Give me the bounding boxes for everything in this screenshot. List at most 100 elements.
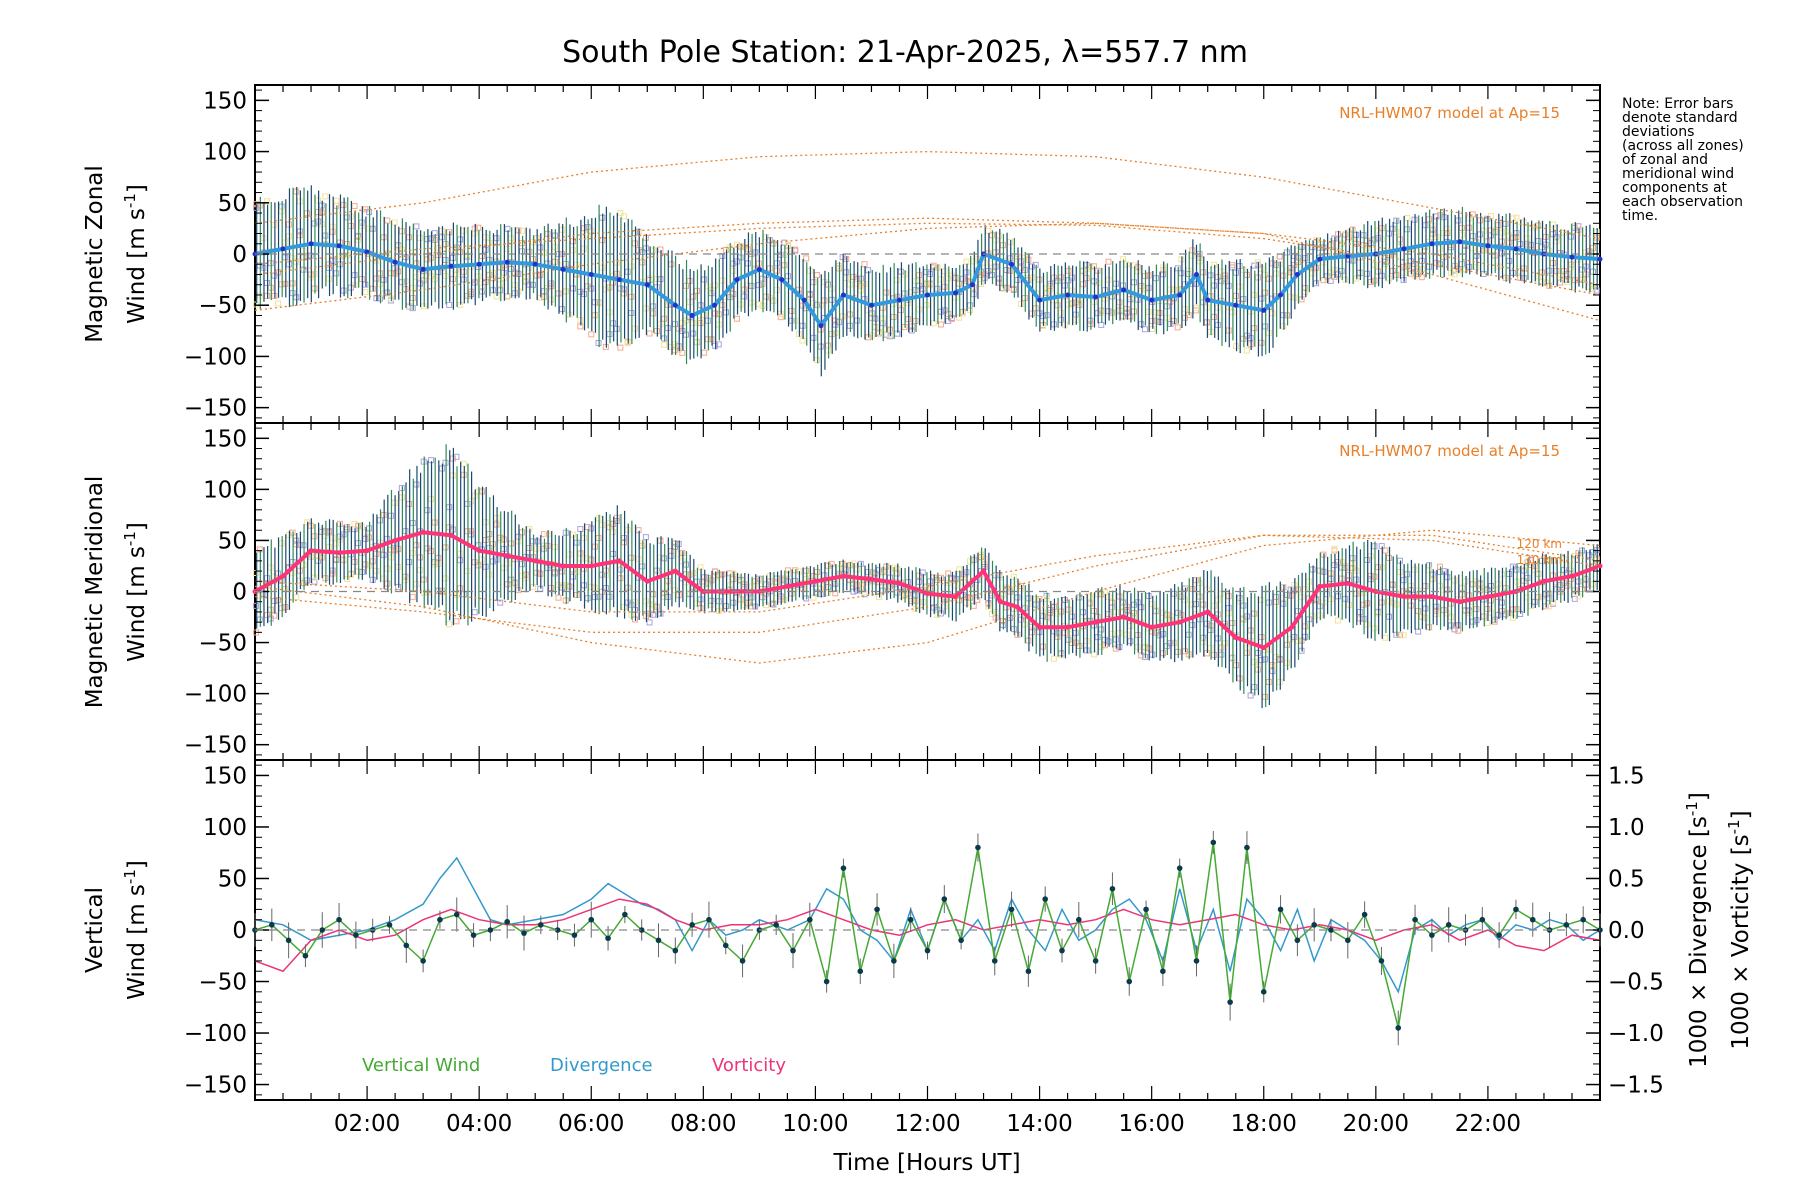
vertical-wind-point (1244, 844, 1250, 851)
zone-wind-point (333, 197, 340, 204)
zone-wind-point (642, 534, 649, 541)
vertical-wind-point (1395, 1025, 1402, 1031)
vertical-wind-point (538, 922, 544, 928)
divergence-ylabel-unit: 1000 × Divergence [s (1686, 816, 1712, 1068)
note-line: denote standard (1622, 110, 1738, 126)
model-alt-label-130: 130 km (1517, 553, 1562, 567)
hwm07-model-curve (254, 217, 1601, 322)
y2-tick-label: −1.5 (1608, 1073, 1664, 1099)
zone-wind-point (1276, 253, 1283, 260)
vertical-wind-point (739, 958, 746, 964)
x-tick-label: 14:00 (1006, 1111, 1072, 1137)
legend-vorticity: Vorticity (712, 1055, 786, 1076)
y-tick-label: 150 (203, 88, 247, 114)
zone-wind-point (351, 520, 358, 527)
mean-wind-point (1177, 292, 1183, 298)
vertical-wind-point (1260, 989, 1267, 995)
hwm07-model-curve (254, 534, 1601, 613)
vertical-wind-point (1008, 906, 1015, 913)
mean-wind-point (1513, 246, 1519, 252)
y-tick-label: 50 (218, 528, 247, 554)
meridional-ylabel-line2: Wind [m s-1] (121, 522, 150, 662)
mean-wind-point (616, 558, 622, 564)
note-line: time. (1622, 208, 1658, 224)
mean-wind-point (364, 249, 370, 255)
vertical-ylabel-line1: Vertical (82, 887, 108, 973)
vertical-wind-point (706, 916, 712, 923)
vertical-wind-point (554, 927, 561, 933)
zone-wind-point (588, 331, 595, 338)
meridional-ylabel-line1: Magnetic Meridional (82, 476, 108, 709)
zone-wind-point (1141, 326, 1148, 333)
zone-wind-point (384, 217, 391, 224)
zone-wind-point (1455, 627, 1462, 634)
mean-wind-point (560, 563, 566, 569)
vertical-wind-point (924, 947, 931, 954)
vertical-wind-point (1109, 885, 1116, 892)
mean-wind-point (280, 573, 286, 579)
mean-wind-point (812, 578, 818, 584)
zone-wind-point (930, 320, 937, 327)
zone-wind-point (577, 526, 584, 533)
meridional-ylabel-close: ] (124, 522, 150, 531)
mean-wind-point (1401, 594, 1407, 600)
vertical-wind-point (1193, 958, 1200, 964)
mean-wind-point (616, 277, 622, 283)
zonal-ylabel-line1: Magnetic Zonal (82, 165, 108, 343)
mean-wind-point (801, 297, 807, 303)
mean-wind-point (448, 263, 454, 269)
vertical-wind-point (1059, 947, 1065, 954)
zone-wind-point (1331, 547, 1338, 554)
vertical-ylabel-line2: Wind [m s-1] (121, 860, 150, 1000)
vertical-wind-point (672, 947, 679, 954)
mean-wind-point (1345, 253, 1351, 259)
mean-wind-point (868, 302, 874, 308)
vorticity-ylabel-close: ] (1728, 810, 1754, 819)
zone-wind-point (1400, 632, 1407, 639)
mean-wind-point (1429, 241, 1435, 247)
mean-wind-point (1278, 292, 1284, 298)
vertical-wind-point (773, 922, 779, 928)
zone-wind-point (1276, 253, 1283, 260)
zone-wind-point (362, 289, 369, 296)
vertical-wind-point (605, 935, 611, 942)
mean-wind-point (1037, 297, 1043, 303)
y-tick-label: 100 (203, 477, 247, 503)
hwm07-model-curve (254, 222, 1601, 311)
vertical-wind-point (1126, 978, 1133, 985)
vertical-wind-point (1294, 937, 1301, 944)
mean-wind-point (1093, 294, 1099, 300)
vertical-wind-point (907, 916, 914, 923)
mean-wind-point (1261, 307, 1267, 313)
mean-wind-point (779, 277, 785, 283)
mean-wind-point (1569, 573, 1575, 579)
x-axis-label: Time [Hours UT] (832, 1150, 1020, 1176)
mean-wind-point (588, 563, 594, 569)
zone-wind-point (497, 599, 504, 606)
vertical-wind-point (722, 942, 729, 949)
mean-wind-point (1121, 614, 1127, 620)
mean-wind-point (1149, 624, 1155, 630)
chart-title: South Pole Station: 21-Apr-2025, λ=557.7… (562, 35, 1248, 70)
zone-wind-point (755, 301, 762, 308)
zone-wind-point (264, 198, 271, 205)
x-tick-label: 12:00 (894, 1111, 960, 1137)
vertical-wind-point (353, 932, 359, 938)
divergence-ylabel-text: 1000 × Divergence [s-1] (1683, 792, 1712, 1068)
vorticity-ylabel: 1000 × Vorticity [s-1] (1725, 810, 1754, 1049)
x-tick-label: 10:00 (782, 1111, 848, 1137)
zone-wind-point (1331, 545, 1338, 552)
zone-wind-point (646, 330, 653, 337)
vertical-wind-point (386, 922, 393, 928)
hwm07-model-curve (254, 534, 1601, 633)
mean-wind-point (840, 292, 846, 298)
mean-wind-point (560, 266, 566, 272)
vertical-wind-point (874, 906, 880, 913)
y-tick-label: 0 (232, 242, 247, 268)
mean-wind-point (896, 297, 902, 303)
divergence-line (254, 856, 1601, 994)
mean-wind-point (392, 259, 398, 265)
zone-wind-point (413, 223, 420, 230)
meridional-ylabel-unit: Wind [m s (124, 546, 150, 662)
